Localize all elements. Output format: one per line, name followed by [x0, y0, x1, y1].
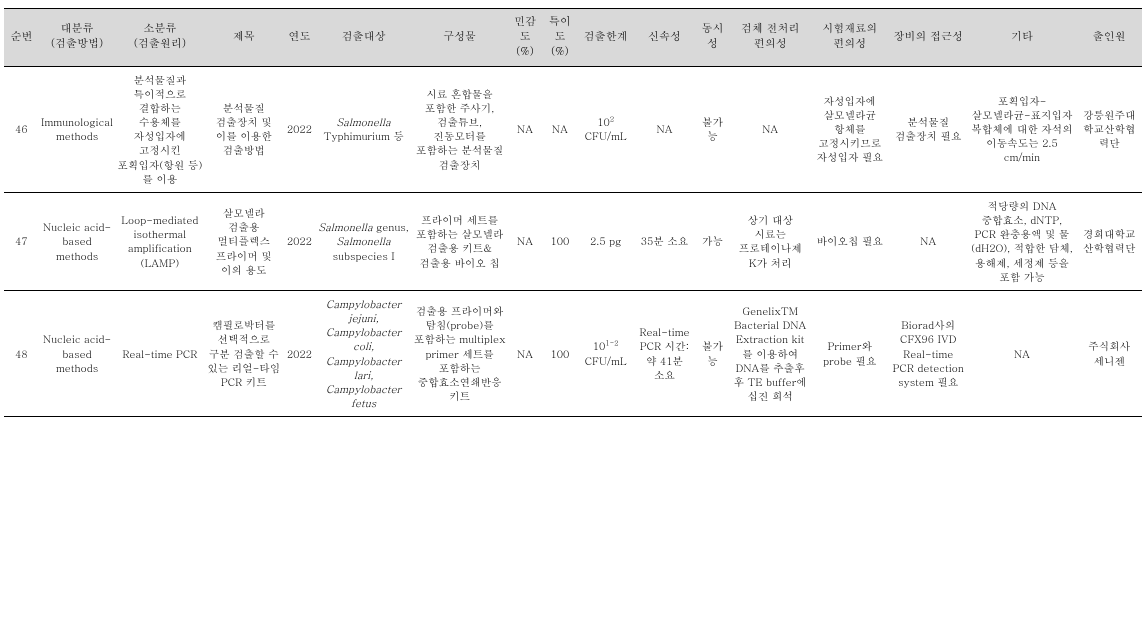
table-cell: 47	[4, 192, 39, 290]
table-cell: Real-time PCR 시간: 약 41분 소요	[634, 290, 695, 416]
table-cell: NA	[508, 290, 543, 416]
table-row: 46Immunological methods분석물질과 특이적으로 결합하는 …	[4, 66, 1142, 192]
header-cell: 구성물	[412, 9, 508, 67]
table-cell: NA	[889, 192, 967, 290]
header-cell: 순번	[4, 9, 39, 67]
table-cell: Biorad사의 CFX96 IVD Real-time PCR detecti…	[889, 290, 967, 416]
table-cell: 분석물질 검출장치 및 이를 이용한 검출방법	[205, 66, 283, 192]
table-cell: Salmonella genus, Salmonella subspecies …	[316, 192, 412, 290]
table-cell: NA	[542, 66, 577, 192]
table-cell: GenelixTM Bacterial DNA Extraction kit 를…	[730, 290, 811, 416]
table-cell: 102 CFU/mL	[577, 66, 634, 192]
table-cell: 불가능	[695, 290, 730, 416]
table-cell: 불가능	[695, 66, 730, 192]
table-cell: Primer와 probe 필요	[811, 290, 889, 416]
table-cell: Nucleic acid-based methods	[39, 290, 115, 416]
table-cell: 주식회사 세니젠	[1076, 290, 1142, 416]
table-cell: 바이오칩 필요	[811, 192, 889, 290]
table-cell: Real-time PCR	[115, 290, 204, 416]
table-cell: 2022	[283, 290, 316, 416]
table-cell: 살모넬라 검출용 멀티플렉스 프라이머 및 이의 용도	[205, 192, 283, 290]
table-cell: 프라이머 세트를 포함하는 살모넬라 검출용 키트&검출용 바이오 칩	[412, 192, 508, 290]
table-cell: NA	[967, 290, 1076, 416]
table-cell: 101-2 CFU/mL	[577, 290, 634, 416]
table-cell: Nucleic acid-based methods	[39, 192, 115, 290]
table-cell: 검출용 프라이머와 탐침(probe)를 포함하는 multiplex prim…	[412, 290, 508, 416]
header-cell: 검출대상	[316, 9, 412, 67]
header-cell: 민감도 (%)	[508, 9, 543, 67]
table-cell: 자성입자에 살모넬라균 항체를 고정시키므로 자성입자 필요	[811, 66, 889, 192]
header-cell: 특이도 (%)	[542, 9, 577, 67]
table-cell: 46	[4, 66, 39, 192]
header-cell: 동시성	[695, 9, 730, 67]
table-cell: NA	[634, 66, 695, 192]
table-cell: NA	[508, 192, 543, 290]
table-cell: 2.5 pg	[577, 192, 634, 290]
header-cell: 시험재료의 편의성	[811, 9, 889, 67]
table-cell: 분석물질과 특이적으로 결합하는 수용체를 자성입자에 고정시킨 포획입자(항원…	[115, 66, 204, 192]
table-cell: 경희대학교 산학협력단	[1076, 192, 1142, 290]
table-cell: 시료 혼합물을 포함한 주사기, 검출튜브, 진동모터를 포함하는 분석물질 검…	[412, 66, 508, 192]
table-cell: 분석물질 검출장치 필요	[889, 66, 967, 192]
header-cell: 소분류 (검출원리)	[115, 9, 204, 67]
header-cell: 검체 전처리 편의성	[730, 9, 811, 67]
table-cell: 캠필로박터를 선택적으로 구분 검출할 수 있는 리얼-타임 PCR 키트	[205, 290, 283, 416]
table-cell: 48	[4, 290, 39, 416]
table-cell: 2022	[283, 192, 316, 290]
table-cell: 상기 대상 시료는 프로테이나제 K가 처리	[730, 192, 811, 290]
table-cell: 적당량의 DNA 중합효소, dNTP, PCR 완충용액 및 물(dH2O),…	[967, 192, 1076, 290]
table-cell: 포획입자-살모넬라균-표지입자 복합체에 대한 자석의 이동속도는 2.5 cm…	[967, 66, 1076, 192]
table-row: 47Nucleic acid-based methodsLoop-mediate…	[4, 192, 1142, 290]
header-cell: 제목	[205, 9, 283, 67]
header-cell: 연도	[283, 9, 316, 67]
table-cell: Immunological methods	[39, 66, 115, 192]
table-cell: Salmonella Typhimurium 등	[316, 66, 412, 192]
header-row: 순번 대분류 (검출방법) 소분류 (검출원리) 제목 연도 검출대상 구성물 …	[4, 9, 1142, 67]
header-cell: 기타	[967, 9, 1076, 67]
data-table: 순번 대분류 (검출방법) 소분류 (검출원리) 제목 연도 검출대상 구성물 …	[4, 8, 1142, 417]
header-cell: 검출한계	[577, 9, 634, 67]
table-cell: NA	[508, 66, 543, 192]
table-cell: 100	[542, 290, 577, 416]
table-cell: 35분 소요	[634, 192, 695, 290]
header-cell: 대분류 (검출방법)	[39, 9, 115, 67]
header-cell: 출인원	[1076, 9, 1142, 67]
table-cell: NA	[730, 66, 811, 192]
table-cell: 강릉원주대학교산학협력단	[1076, 66, 1142, 192]
table-row: 48Nucleic acid-based methodsReal-time PC…	[4, 290, 1142, 416]
table-cell: Campylobacter jejuni, Campylobacter coli…	[316, 290, 412, 416]
table-cell: Loop-mediated isothermal amplification (…	[115, 192, 204, 290]
header-cell: 장비의 접근성	[889, 9, 967, 67]
table-cell: 100	[542, 192, 577, 290]
table-cell: 가능	[695, 192, 730, 290]
header-cell: 신속성	[634, 9, 695, 67]
table-cell: 2022	[283, 66, 316, 192]
